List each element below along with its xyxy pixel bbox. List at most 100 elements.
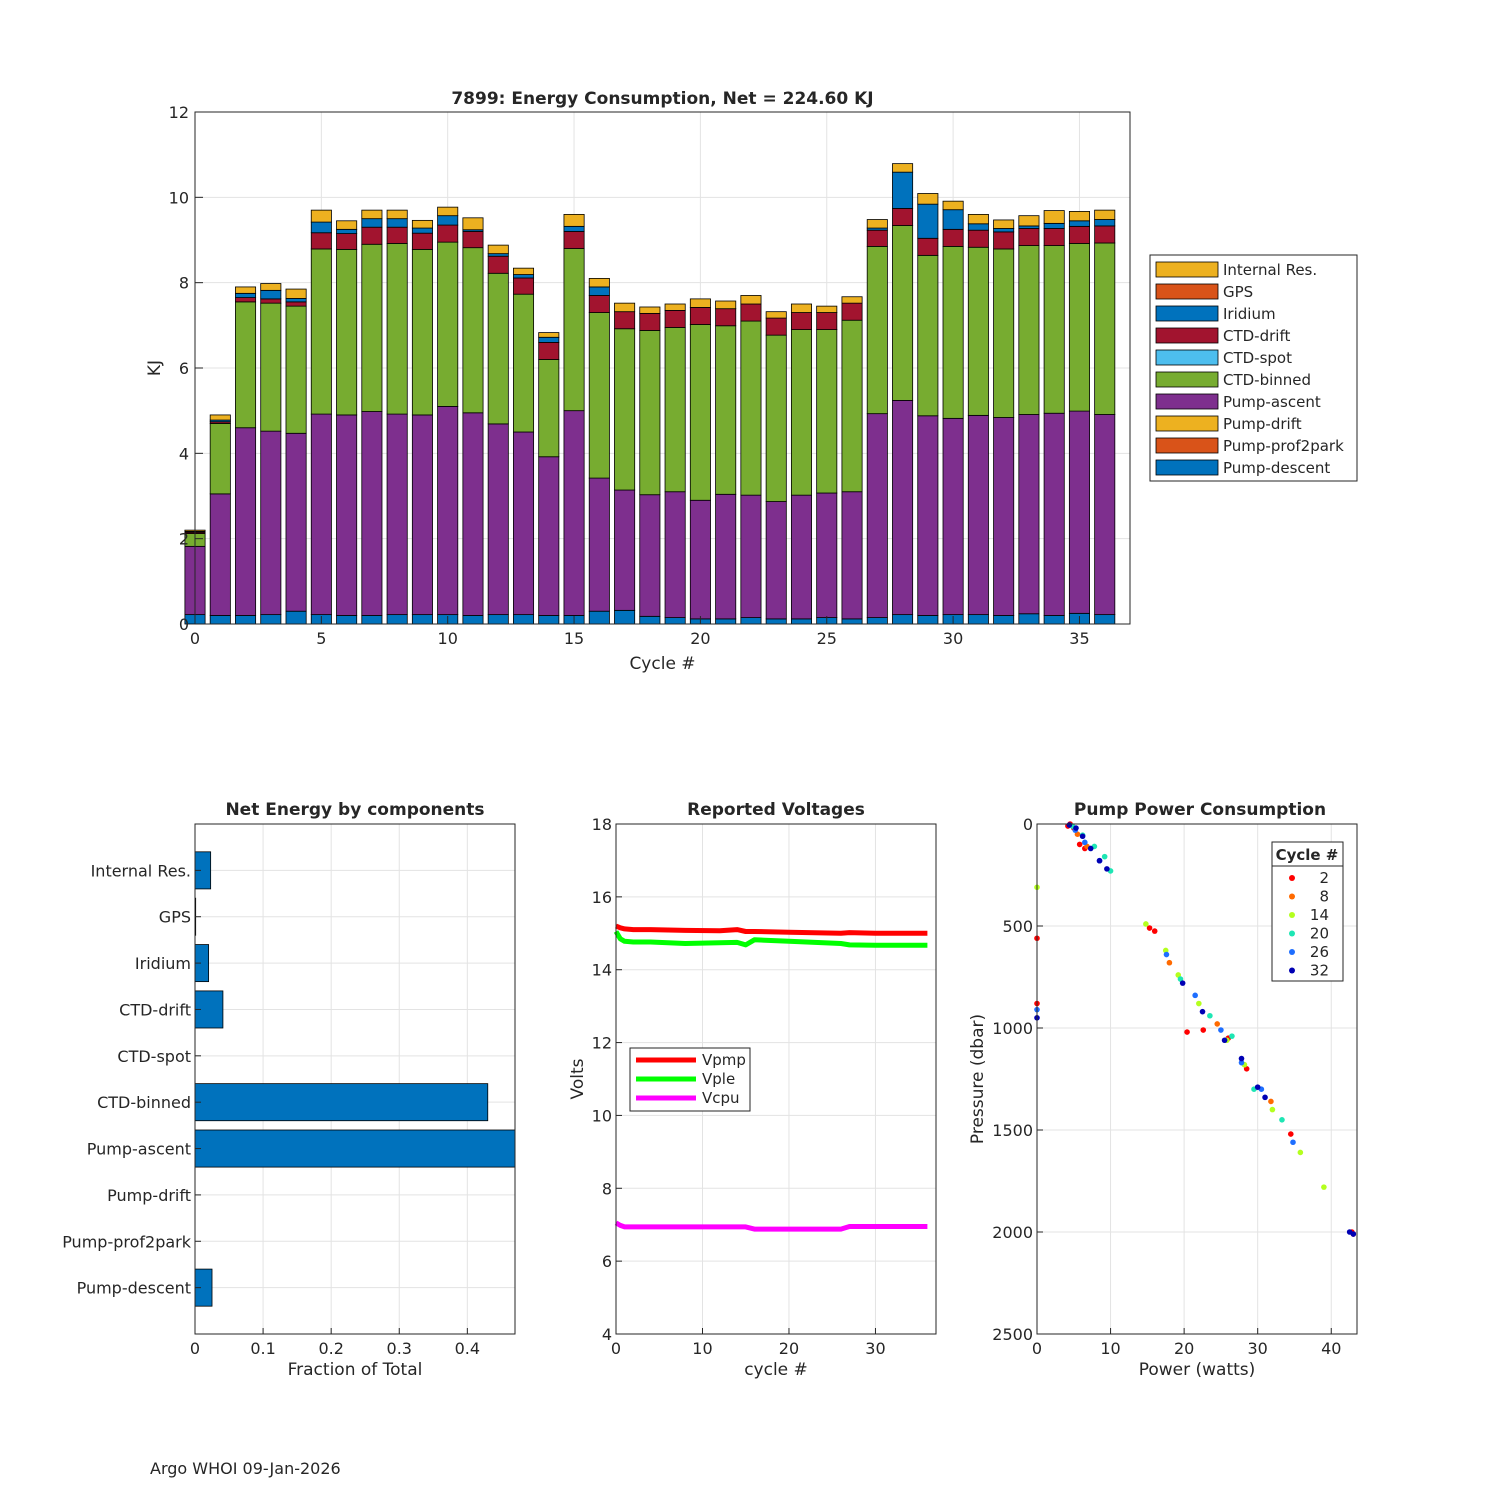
scatter-point-cycle-32 bbox=[1073, 825, 1079, 831]
x-tick-label: 20 bbox=[690, 629, 710, 648]
bar-segment-iridium bbox=[993, 228, 1015, 233]
x-tick-label: 0 bbox=[611, 1339, 621, 1358]
bar-segment-pump-descent bbox=[588, 610, 610, 625]
bar-segment-pump-ascent bbox=[260, 430, 282, 616]
bar-segment-iridium bbox=[1043, 222, 1065, 229]
bar-segment-internal-res- bbox=[487, 244, 509, 255]
scatter-point-cycle-26 bbox=[1163, 951, 1170, 958]
bar-segment-iridium bbox=[588, 286, 610, 296]
bar-segment-pump-ascent bbox=[563, 410, 585, 616]
bar-segment-pump-descent bbox=[285, 610, 307, 625]
x-axis-label: Power (watts) bbox=[1139, 1360, 1256, 1380]
scatter-point-cycle-14 bbox=[1143, 921, 1149, 927]
legend-swatch bbox=[1155, 283, 1219, 300]
x-tick-label: 0.4 bbox=[455, 1339, 480, 1358]
bar-segment-ctd-binned bbox=[816, 329, 838, 494]
bar-segment-internal-res- bbox=[285, 288, 307, 299]
bar-segment-ctd-drift bbox=[715, 308, 737, 327]
chart-title: 7899: Energy Consumption, Net = 224.60 K… bbox=[451, 89, 873, 109]
bar-segment-iridium bbox=[361, 218, 383, 228]
chart-title: Reported Voltages bbox=[687, 800, 865, 820]
scatter-point-cycle-32 bbox=[1104, 866, 1110, 872]
scatter-point-cycle-20 bbox=[1229, 1033, 1235, 1039]
bar-segment-internal-res- bbox=[588, 277, 610, 288]
legend-label: 32 bbox=[1310, 962, 1329, 980]
bar-segment-pump-ascent bbox=[841, 491, 863, 620]
bar-segment-internal-res- bbox=[917, 193, 939, 205]
scatter-point-cycle-32 bbox=[1262, 1094, 1268, 1101]
bar-segment-internal-res- bbox=[816, 305, 838, 313]
y-tick-label: 18 bbox=[592, 815, 612, 834]
bar-segment-internal-res- bbox=[866, 219, 888, 229]
net-energy-components-chart: 0 0.1 0.2 0.3 0.4 Internal Res. GPS Iridium CTD-… bbox=[62, 800, 516, 1380]
bar-segment-pump-descent bbox=[967, 614, 989, 625]
legend-label: Vpmp bbox=[702, 1051, 746, 1069]
bar-segment-ctd-drift bbox=[336, 233, 358, 250]
bar-segment-internal-res- bbox=[1094, 209, 1116, 220]
bar-segment-ctd-binned bbox=[588, 312, 610, 479]
bar-segment-ctd-drift bbox=[1068, 225, 1090, 244]
bar-segment-ctd-drift bbox=[437, 224, 459, 243]
bar-segment-ctd-drift bbox=[866, 229, 888, 247]
bar-segment-pump-descent bbox=[664, 617, 686, 625]
bar-segment-iridium bbox=[285, 298, 307, 303]
bar-segment-internal-res- bbox=[614, 302, 636, 313]
scatter-point-cycle-2 bbox=[1287, 1131, 1294, 1137]
y-tick-label: 2000 bbox=[992, 1223, 1033, 1242]
plot-frame bbox=[194, 823, 516, 1335]
scatter-point-cycle-2 bbox=[1200, 1027, 1207, 1033]
y-tick-label: 12 bbox=[169, 103, 189, 122]
bar-segment-ctd-binned bbox=[715, 325, 737, 495]
bar-segment-ctd-drift bbox=[689, 307, 711, 325]
bar-segment-pump-ascent bbox=[209, 493, 231, 616]
bar-segment-iridium bbox=[892, 171, 914, 209]
legend-label: CTD-drift bbox=[1223, 327, 1290, 345]
y-tick-label: 2500 bbox=[992, 1325, 1033, 1344]
bar-segment-ctd-drift bbox=[1018, 228, 1040, 246]
bar-segment-iridium bbox=[235, 292, 257, 299]
bar-segment-pump-descent bbox=[260, 614, 282, 625]
bar-segment-internal-res- bbox=[209, 414, 231, 421]
scatter-point-cycle-32 bbox=[1066, 822, 1073, 828]
bar-segment-internal-res- bbox=[411, 219, 433, 229]
bar-segment-internal-res- bbox=[235, 286, 257, 294]
bar-segment-ctd-drift bbox=[790, 312, 812, 330]
y-tick-label: GPS bbox=[159, 908, 191, 927]
x-tick-label: 15 bbox=[564, 629, 584, 648]
y-axis-label: KJ bbox=[145, 360, 165, 376]
bar-segment-pump-descent bbox=[740, 617, 762, 625]
bar-segment-iridium bbox=[967, 223, 989, 231]
bar-segment-pump-ascent bbox=[765, 501, 787, 620]
bar-segment-ctd-drift bbox=[487, 255, 509, 274]
legend-label: Vple bbox=[702, 1070, 735, 1088]
bar-segment-internal-res- bbox=[310, 209, 332, 223]
bar-segment-ctd-binned bbox=[967, 246, 989, 416]
bar-segment-ctd-drift bbox=[285, 301, 307, 307]
bar-segment-pump-ascent bbox=[614, 489, 636, 611]
bar-segment-pump-ascent bbox=[816, 492, 838, 619]
bar-segment-internal-res- bbox=[563, 213, 585, 227]
bar-segment-internal-res- bbox=[942, 200, 964, 211]
bar-segment-ctd-drift bbox=[310, 232, 332, 250]
y-tick-label: 2 bbox=[179, 530, 189, 549]
bar-segment-pump-ascent bbox=[1068, 410, 1090, 614]
y-tick-label: 12 bbox=[592, 1034, 612, 1053]
legend-label: 26 bbox=[1310, 943, 1329, 961]
scatter-point-cycle-8 bbox=[1166, 959, 1173, 966]
bar-segment-pump-descent bbox=[361, 615, 383, 625]
legend-label: Pump-descent bbox=[1223, 459, 1330, 477]
bar-segment-ctd-drift bbox=[411, 232, 433, 250]
bar-segment-internal-res- bbox=[715, 300, 737, 310]
bar-segment-ctd-binned bbox=[1068, 243, 1090, 412]
bar-segment-pump-descent bbox=[993, 615, 1015, 625]
bar-segment-ctd-drift bbox=[917, 237, 939, 256]
bar-segment-pump-descent bbox=[513, 614, 535, 625]
y-tick-label: 8 bbox=[602, 1179, 612, 1198]
bar-segment-pump-descent bbox=[1043, 615, 1065, 625]
bar-segment-ctd-drift bbox=[513, 277, 535, 295]
legend-swatch bbox=[1155, 261, 1219, 278]
scatter-point-cycle-32 bbox=[1254, 1084, 1261, 1090]
bar-segment-pump-ascent bbox=[462, 412, 484, 616]
bar-segment-pump-descent bbox=[917, 615, 939, 625]
bar-segment-ctd-binned bbox=[487, 272, 509, 425]
